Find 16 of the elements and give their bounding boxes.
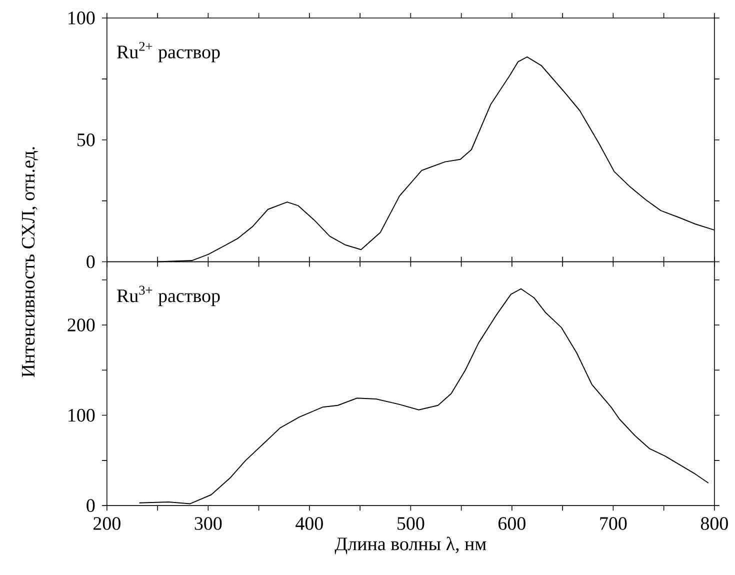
x-tick-label: 600 bbox=[498, 517, 526, 530]
y-tick-label: 100 bbox=[68, 409, 95, 422]
y-tick-label: 0 bbox=[86, 499, 95, 512]
annotation: Ru$^{2+}$ раствор bbox=[117, 42, 220, 63]
y-tick-label: 50 bbox=[78, 134, 95, 147]
y-axis-title: Интенсивность СХЛ, отн.ед. bbox=[22, 147, 38, 378]
y-tick-label: 100 bbox=[68, 12, 95, 25]
annotation: Ru$^{3+}$ раствор bbox=[117, 286, 220, 306]
x-axis-title: Длина волны λ, нм bbox=[334, 537, 486, 554]
x-tick-label: 300 bbox=[194, 517, 222, 530]
x-tick-label: 700 bbox=[600, 517, 627, 530]
x-tick-label: 800 bbox=[700, 517, 728, 530]
x-tick-label: 500 bbox=[398, 517, 424, 530]
x-tick-label: 400 bbox=[296, 517, 323, 530]
y-tick-label: 0 bbox=[86, 256, 95, 268]
y-tick-label: 200 bbox=[68, 318, 95, 332]
